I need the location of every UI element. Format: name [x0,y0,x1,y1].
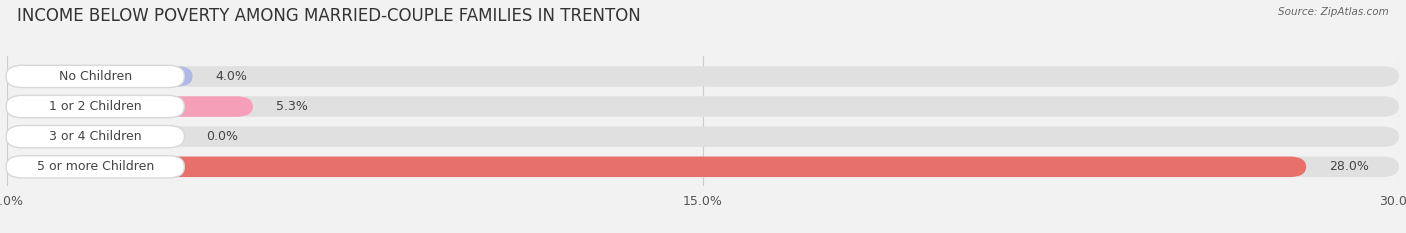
Text: Source: ZipAtlas.com: Source: ZipAtlas.com [1278,7,1389,17]
FancyBboxPatch shape [7,66,193,87]
Text: 4.0%: 4.0% [217,70,247,83]
Text: 5 or more Children: 5 or more Children [37,160,153,173]
FancyBboxPatch shape [6,126,184,148]
FancyBboxPatch shape [7,96,253,117]
Text: 1 or 2 Children: 1 or 2 Children [49,100,142,113]
Text: 5.3%: 5.3% [276,100,308,113]
FancyBboxPatch shape [6,156,184,178]
FancyBboxPatch shape [7,66,1399,87]
FancyBboxPatch shape [6,95,184,118]
Text: No Children: No Children [59,70,132,83]
Text: 3 or 4 Children: 3 or 4 Children [49,130,142,143]
Text: 28.0%: 28.0% [1330,160,1369,173]
FancyBboxPatch shape [7,157,1306,177]
FancyBboxPatch shape [7,127,1399,147]
FancyBboxPatch shape [7,157,1399,177]
FancyBboxPatch shape [7,96,1399,117]
Text: INCOME BELOW POVERTY AMONG MARRIED-COUPLE FAMILIES IN TRENTON: INCOME BELOW POVERTY AMONG MARRIED-COUPL… [17,7,641,25]
FancyBboxPatch shape [6,65,184,88]
Text: 0.0%: 0.0% [207,130,239,143]
